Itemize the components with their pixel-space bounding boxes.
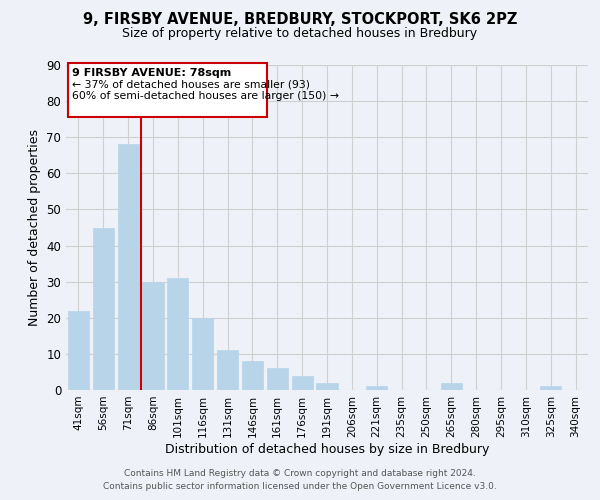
Bar: [242, 361, 263, 390]
Bar: [540, 386, 561, 390]
Text: 9, FIRSBY AVENUE, BREDBURY, STOCKPORT, SK6 2PZ: 9, FIRSBY AVENUE, BREDBURY, STOCKPORT, S…: [83, 12, 517, 28]
Text: Contains public sector information licensed under the Open Government Licence v3: Contains public sector information licen…: [103, 482, 497, 491]
Text: 60% of semi-detached houses are larger (150) →: 60% of semi-detached houses are larger (…: [72, 92, 339, 102]
Bar: [316, 383, 338, 390]
X-axis label: Distribution of detached houses by size in Bredbury: Distribution of detached houses by size …: [165, 442, 489, 456]
FancyBboxPatch shape: [68, 63, 268, 118]
Bar: [93, 228, 114, 390]
Bar: [366, 386, 387, 390]
Bar: [142, 282, 164, 390]
Bar: [441, 383, 462, 390]
Bar: [217, 350, 238, 390]
Bar: [167, 278, 188, 390]
Bar: [267, 368, 288, 390]
Text: Contains HM Land Registry data © Crown copyright and database right 2024.: Contains HM Land Registry data © Crown c…: [124, 468, 476, 477]
Text: Size of property relative to detached houses in Bredbury: Size of property relative to detached ho…: [122, 28, 478, 40]
Bar: [292, 376, 313, 390]
Bar: [68, 310, 89, 390]
Bar: [192, 318, 213, 390]
Y-axis label: Number of detached properties: Number of detached properties: [28, 129, 41, 326]
Bar: [118, 144, 139, 390]
Text: ← 37% of detached houses are smaller (93): ← 37% of detached houses are smaller (93…: [72, 80, 310, 90]
Text: 9 FIRSBY AVENUE: 78sqm: 9 FIRSBY AVENUE: 78sqm: [72, 68, 232, 78]
